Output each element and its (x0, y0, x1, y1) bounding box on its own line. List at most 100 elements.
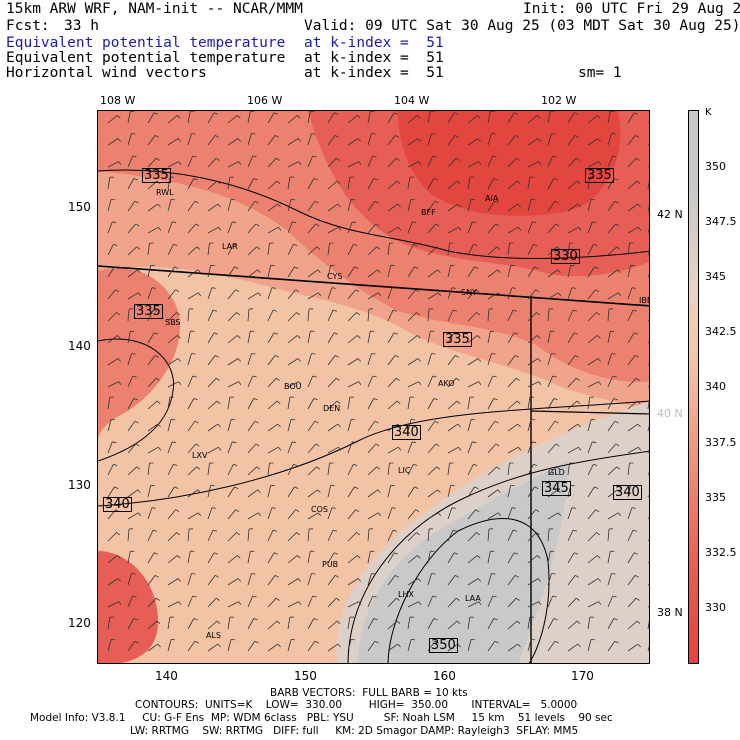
wind-barb (467, 177, 471, 190)
wind-barb-flag (117, 335, 121, 339)
wind-barb (247, 551, 251, 564)
wind-barb (127, 111, 131, 124)
wind-barb-flag (132, 375, 137, 378)
wind-barb (247, 528, 250, 542)
wind-barb (607, 595, 614, 608)
wind-barb (187, 292, 199, 300)
wind-barb-flag (196, 466, 201, 470)
wind-barb (307, 353, 312, 366)
wind-barb-flag (215, 157, 220, 161)
wind-barb-flag (233, 463, 238, 466)
wind-barb (447, 157, 457, 168)
wind-barb-flag (416, 312, 420, 316)
wind-barb-flag (374, 200, 379, 204)
wind-barb (427, 420, 436, 432)
wind-barb-flag (177, 115, 181, 119)
model-title: 15km ARW WRF, NAM-init -- NCAR/MMM (6, 1, 303, 17)
wind-barb (287, 555, 298, 564)
wind-barb (507, 309, 514, 322)
wind-barb-flag (196, 246, 201, 250)
wind-barb-flag (611, 353, 616, 355)
wind-barb (627, 400, 638, 410)
wind-barb (587, 177, 591, 190)
wind-barb (567, 157, 577, 168)
lon-label-106w: 106 W (247, 94, 283, 107)
wind-barb (107, 244, 114, 256)
wind-barb (487, 292, 499, 300)
wind-barb (467, 532, 477, 542)
wind-barb (287, 381, 299, 388)
wind-barb (367, 420, 376, 432)
wind-barb (627, 157, 637, 168)
wind-barb (407, 639, 412, 652)
wind-barb (627, 552, 635, 564)
colorbar-tick: 337.5 (705, 436, 737, 449)
wind-barb (147, 597, 157, 608)
wind-barb-flag (576, 620, 581, 625)
wind-barb (327, 226, 339, 234)
wind-barb (187, 353, 192, 366)
wind-barb (227, 486, 235, 498)
wind-barb (527, 244, 534, 256)
wind-barb (267, 446, 279, 454)
wind-barb (207, 332, 215, 344)
wind-barb-flag (374, 640, 379, 644)
wind-barb (587, 161, 599, 168)
wind-barb (307, 466, 318, 476)
wind-barb-flag (417, 555, 421, 559)
wind-barb-flag (398, 446, 402, 451)
wind-barb (467, 199, 472, 212)
wind-barb-flag (337, 423, 341, 428)
wind-barb (327, 135, 336, 146)
wind-barb (407, 358, 419, 366)
wind-barb-flag (114, 486, 119, 489)
wind-barb (307, 618, 315, 630)
wind-barb-flag (338, 446, 342, 451)
wind-barb (487, 489, 498, 498)
wind-barb-flag (351, 639, 356, 641)
wind-barb (547, 246, 558, 256)
wind-barb (447, 507, 453, 520)
wind-barb-flag (537, 138, 542, 142)
wind-barb-flag (371, 133, 376, 135)
contour-label: 350 (429, 638, 458, 653)
wind-barb-flag (614, 200, 619, 204)
wind-barb-flag (218, 446, 222, 451)
field-west-lobe (98, 268, 180, 441)
wind-barb-flag (357, 358, 362, 362)
wind-barb-flag (235, 509, 240, 513)
wind-barb (267, 575, 276, 586)
wind-barb (327, 620, 338, 630)
wind-barb-flag (455, 575, 459, 578)
wind-barb (267, 265, 272, 278)
wind-barb-flag (134, 640, 139, 644)
wind-barb-flag (456, 180, 461, 185)
wind-barb-flag (636, 400, 641, 405)
wind-barb (127, 466, 138, 476)
wind-barb (487, 133, 492, 146)
wind-barb-flag (551, 573, 556, 575)
wind-barb (427, 489, 438, 498)
wind-barb-flag (371, 353, 376, 355)
wind-barb-flag (451, 507, 456, 509)
wind-barb (147, 423, 159, 432)
wind-barb (247, 420, 256, 432)
wind-barb-flag (197, 489, 201, 493)
wind-barb (627, 643, 639, 652)
wind-barb (427, 223, 437, 234)
wind-barb-flag (533, 243, 538, 246)
wind-barb (587, 381, 599, 388)
wind-barb-flag (356, 312, 360, 316)
wind-barb-flag (177, 335, 181, 339)
wind-barb-flag (371, 573, 376, 575)
wind-barb (627, 423, 639, 432)
wind-barb (387, 180, 398, 190)
wind-barb-flag (295, 509, 300, 513)
wind-barb-flag (552, 595, 557, 598)
wind-barb (567, 446, 579, 454)
wind-barb-flag (551, 353, 556, 355)
wind-barb-flag (255, 443, 260, 447)
wind-barb (587, 312, 597, 322)
wind-barb-flag (458, 226, 462, 231)
wind-barb (187, 155, 194, 168)
